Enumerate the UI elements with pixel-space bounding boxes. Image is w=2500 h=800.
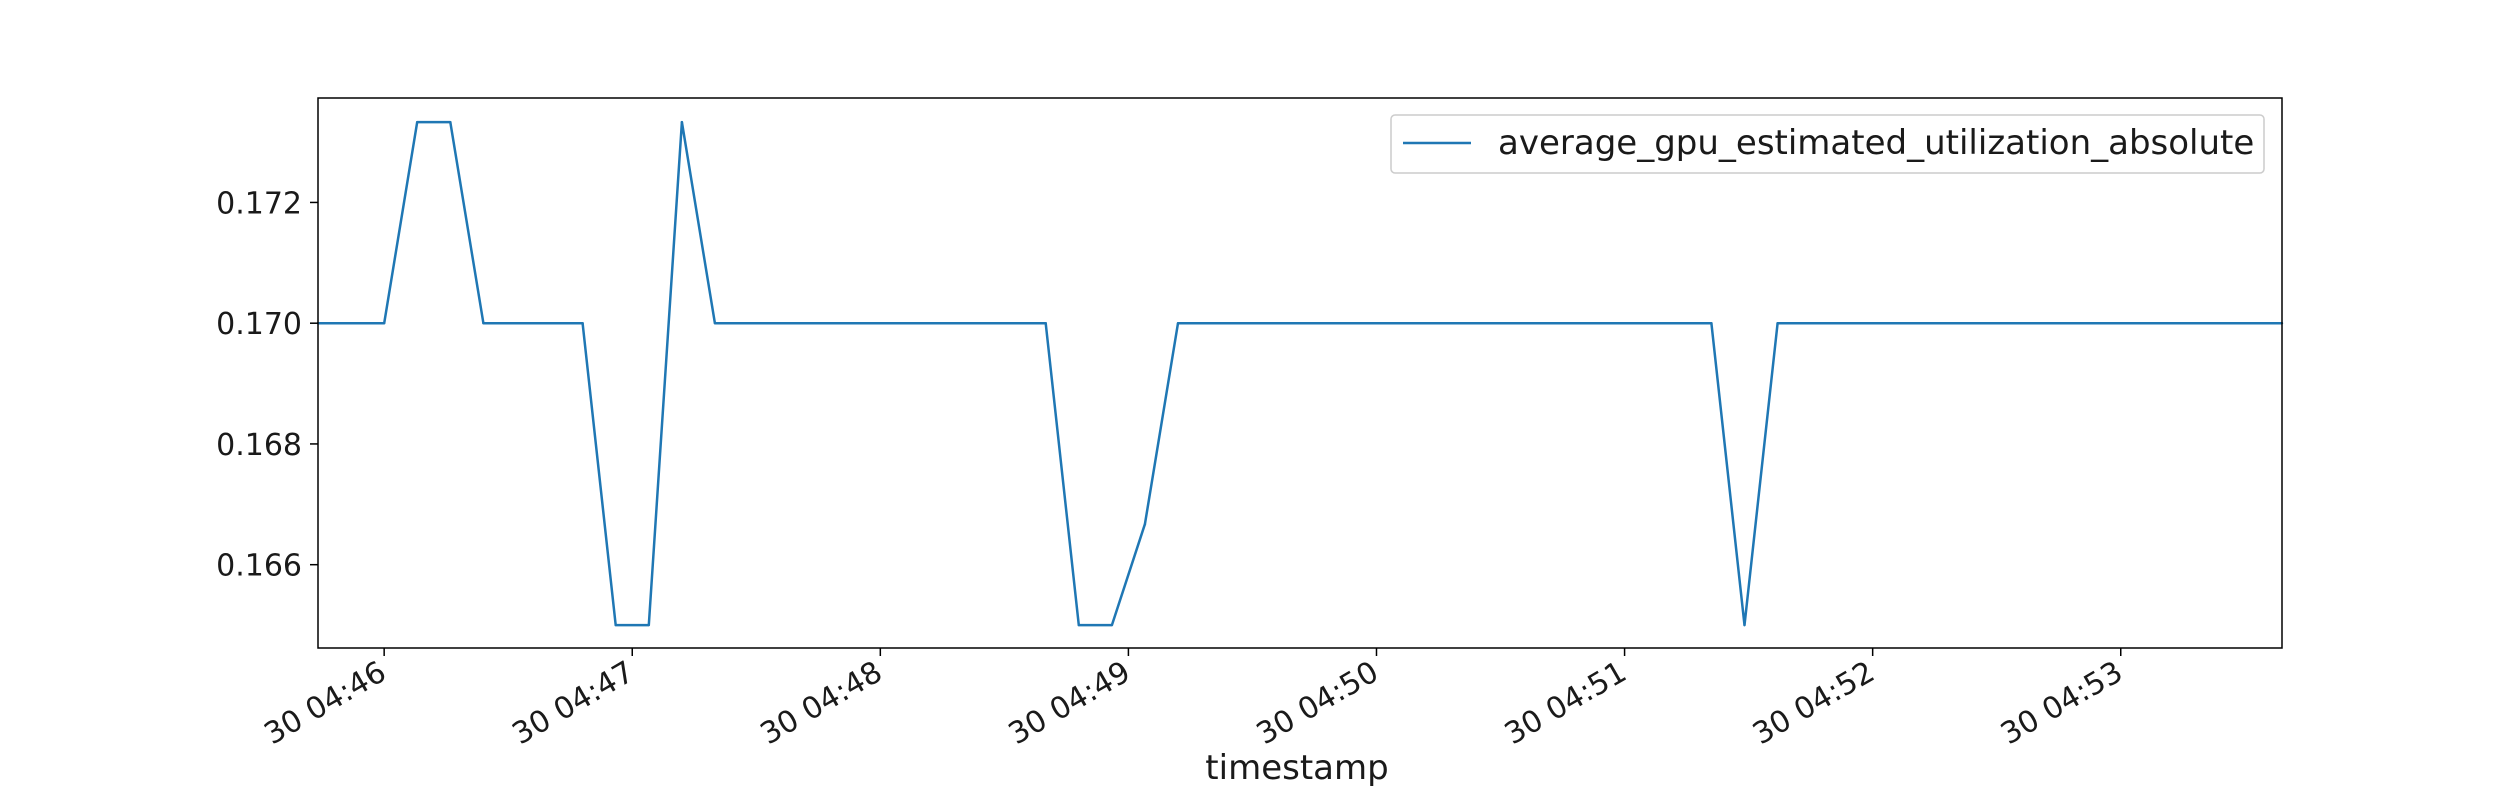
data-point <box>1776 321 1779 325</box>
data-point <box>680 120 684 124</box>
data-point <box>1077 623 1080 627</box>
legend: average_gpu_estimated_utilization_absolu… <box>1390 114 2265 174</box>
data-point <box>1110 623 1114 627</box>
y-tick-label: 0.170 <box>216 307 302 342</box>
data-point <box>416 120 419 124</box>
y-axis: 0.166 0.168 0.170 0.172 <box>216 186 318 584</box>
data-point <box>1743 623 1746 627</box>
y-tick-label: 0.172 <box>216 186 302 221</box>
data-point <box>581 321 584 325</box>
data-point <box>1710 321 1713 325</box>
data-point <box>382 321 386 325</box>
y-tick-label: 0.166 <box>216 549 302 584</box>
data-point <box>1044 321 1047 325</box>
data-point <box>1176 321 1180 325</box>
y-tick-label: 0.168 <box>216 428 302 463</box>
data-point <box>713 321 717 325</box>
data-point <box>449 120 452 124</box>
plot-frame <box>317 97 2283 649</box>
legend-box <box>1390 114 2265 174</box>
data-point <box>1143 523 1147 526</box>
data-point <box>647 623 650 627</box>
x-axis-title: timestamp <box>1205 748 1388 788</box>
legend-label: average_gpu_estimated_utilization_absolu… <box>1498 123 2254 163</box>
data-point <box>482 321 485 325</box>
data-point <box>614 623 617 627</box>
